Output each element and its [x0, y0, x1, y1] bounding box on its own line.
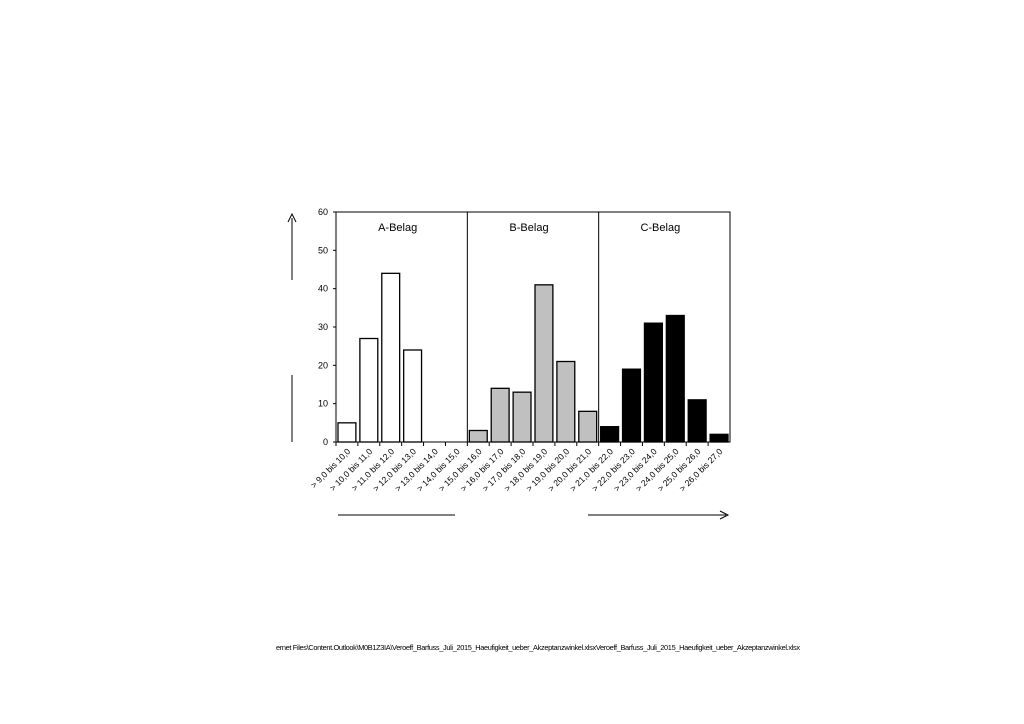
bar	[337, 422, 357, 443]
bar	[359, 337, 379, 443]
bar	[534, 284, 554, 443]
bar	[512, 391, 532, 443]
bar	[468, 429, 488, 443]
arrow-right-icon	[719, 510, 730, 520]
bar	[556, 360, 576, 443]
y-tick-label: 40	[318, 284, 328, 294]
y-tick-label: 20	[318, 360, 328, 370]
arrow-up-icon	[287, 212, 297, 223]
footer-file-path: ernet Files\Content.Outlook\M0B1Z3IA\Ver…	[276, 643, 800, 652]
bar	[490, 387, 510, 443]
bar	[643, 322, 663, 443]
bar	[687, 399, 707, 443]
bar	[709, 433, 729, 443]
bar	[381, 272, 401, 443]
bar	[621, 368, 642, 443]
bar	[665, 314, 685, 443]
y-tick-label: 30	[318, 322, 328, 332]
y-tick-label: 10	[318, 399, 328, 409]
group-label: A-Belag	[378, 222, 417, 234]
y-tick-label: 0	[323, 437, 328, 447]
group-label: C-Belag	[640, 222, 680, 234]
bar	[403, 349, 423, 443]
y-tick-label: 60	[318, 207, 328, 217]
bar	[578, 410, 598, 443]
group-label: B-Belag	[509, 222, 548, 234]
bar	[600, 426, 620, 443]
y-tick-label: 50	[318, 245, 328, 255]
